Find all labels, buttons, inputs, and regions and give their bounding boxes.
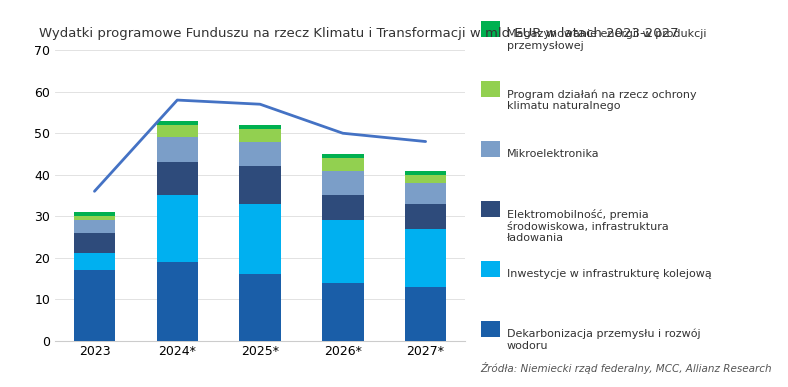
Bar	[157, 162, 198, 195]
Bar	[240, 129, 281, 142]
Text: Źródła: Niemiecki rząd federalny, MCC, Allianz Research: Źródła: Niemiecki rząd federalny, MCC, A…	[481, 361, 772, 373]
Bar	[405, 204, 446, 229]
Bar	[157, 262, 198, 341]
Bar	[322, 171, 363, 195]
Bar	[157, 125, 198, 137]
Bar	[322, 154, 363, 158]
Bar	[322, 283, 363, 341]
Text: Mikroelektronika: Mikroelektronika	[507, 149, 600, 159]
Bar	[322, 158, 363, 171]
Bar	[157, 121, 198, 125]
Bar	[405, 287, 446, 341]
Bar	[74, 233, 115, 253]
Text: Inwestycje w infrastrukturę kolejową: Inwestycje w infrastrukturę kolejową	[507, 269, 712, 279]
Text: Magazynowanie energii w produkcji
przemysłowej: Magazynowanie energii w produkcji przemy…	[507, 29, 706, 51]
Bar	[322, 220, 363, 283]
Text: Wydatki programowe Funduszu na rzecz Klimatu i Transformacji w mld EUR w latach : Wydatki programowe Funduszu na rzecz Kli…	[39, 27, 679, 40]
Text: Dekarbonizacja przemysłu i rozwój
wodoru: Dekarbonizacja przemysłu i rozwój wodoru	[507, 329, 701, 351]
Bar	[240, 142, 281, 166]
Text: Program działań na rzecz ochrony
klimatu naturalnego: Program działań na rzecz ochrony klimatu…	[507, 89, 697, 111]
Bar	[405, 171, 446, 175]
Text: Elektromobilność, premia
środowiskowa, infrastruktura
ładowania: Elektromobilność, premia środowiskowa, i…	[507, 209, 668, 243]
Bar	[240, 274, 281, 341]
Bar	[74, 216, 115, 220]
Bar	[405, 175, 446, 183]
Bar	[157, 195, 198, 262]
Bar	[240, 166, 281, 204]
Bar	[322, 195, 363, 220]
Bar	[74, 270, 115, 341]
Bar	[74, 212, 115, 216]
Bar	[157, 137, 198, 162]
Bar	[74, 220, 115, 233]
Bar	[405, 229, 446, 287]
Bar	[74, 253, 115, 270]
Bar	[240, 204, 281, 274]
Bar	[240, 125, 281, 129]
Bar	[405, 183, 446, 204]
